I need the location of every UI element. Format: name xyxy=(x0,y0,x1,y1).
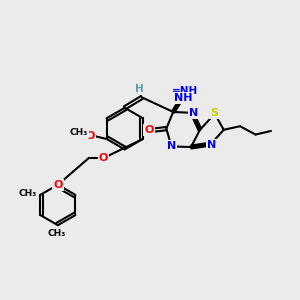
Text: H: H xyxy=(135,84,144,94)
Text: O: O xyxy=(85,131,94,141)
Text: N: N xyxy=(167,141,176,152)
Text: S: S xyxy=(210,108,218,118)
Text: N: N xyxy=(189,108,198,118)
Text: CH₃: CH₃ xyxy=(70,128,88,137)
Text: CH₃: CH₃ xyxy=(47,229,65,238)
Text: O: O xyxy=(144,125,154,135)
Text: =NH: =NH xyxy=(172,86,198,96)
Text: CH₃: CH₃ xyxy=(19,189,37,198)
Text: O: O xyxy=(53,180,62,190)
Text: N: N xyxy=(207,140,216,150)
Text: NH: NH xyxy=(174,93,193,103)
Text: O: O xyxy=(99,153,108,163)
